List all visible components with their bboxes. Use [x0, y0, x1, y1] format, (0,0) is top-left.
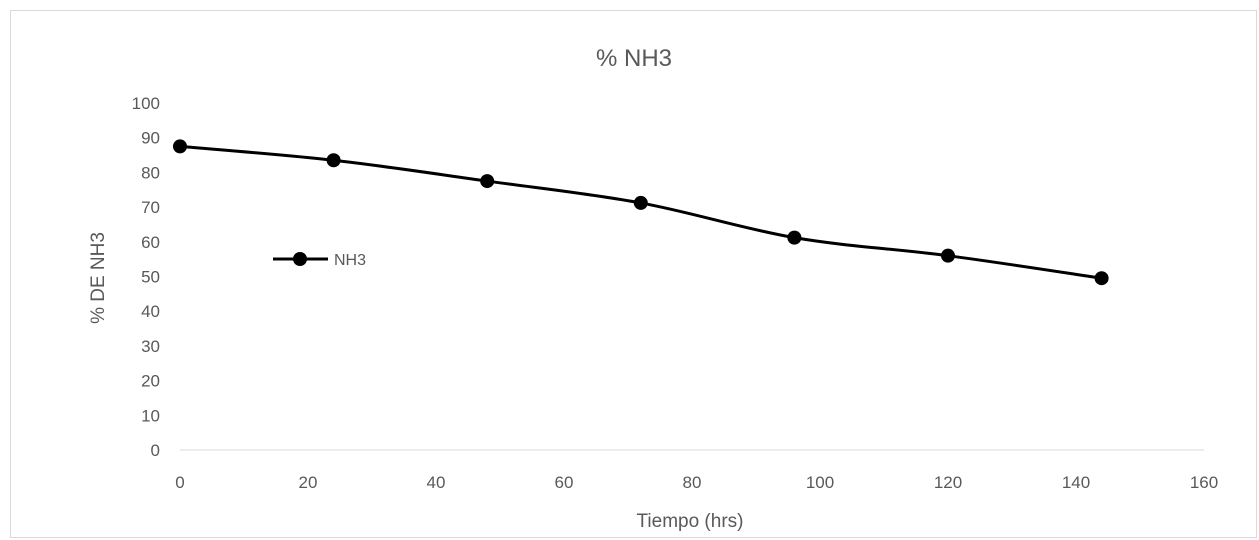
data-point — [633, 195, 648, 210]
y-tick-label: 10 — [141, 406, 160, 425]
y-axis-ticks: 0 10 20 30 40 50 60 70 80 90 100 — [132, 94, 160, 460]
y-tick-label: 100 — [132, 94, 160, 113]
y-tick-label: 60 — [141, 233, 160, 252]
y-tick-label: 20 — [141, 372, 160, 391]
series-layer — [173, 139, 1109, 286]
y-tick-label: 80 — [141, 163, 160, 182]
y-tick-label: 50 — [141, 268, 160, 287]
y-tick-label: 70 — [141, 198, 160, 217]
legend-marker — [293, 252, 307, 266]
data-point — [326, 153, 341, 168]
data-point — [787, 230, 802, 245]
data-point — [480, 174, 495, 189]
y-tick-label: 90 — [141, 129, 160, 148]
x-tick-label: 140 — [1062, 473, 1090, 492]
y-tick-label: 40 — [141, 302, 160, 321]
x-axis-label: Tiempo (hrs) — [637, 511, 744, 532]
y-axis-label: % DE NH3 — [88, 232, 109, 324]
legend: NH3 — [273, 252, 366, 269]
y-tick-label: 30 — [141, 337, 160, 356]
x-tick-label: 160 — [1190, 473, 1218, 492]
x-axis-ticks: 0 20 40 60 80 100 120 140 160 — [175, 473, 1218, 492]
data-point — [1094, 271, 1109, 286]
x-tick-label: 40 — [427, 473, 446, 492]
legend-label: NH3 — [334, 252, 366, 269]
x-tick-label: 0 — [175, 473, 184, 492]
x-tick-label: 100 — [806, 473, 834, 492]
x-tick-label: 20 — [299, 473, 318, 492]
chart-title: % NH3 — [596, 45, 672, 72]
data-point — [941, 248, 955, 263]
y-tick-label: 0 — [151, 441, 160, 460]
data-point — [173, 139, 187, 154]
x-tick-label: 120 — [934, 473, 962, 492]
x-tick-label: 60 — [555, 473, 574, 492]
x-tick-label: 80 — [683, 473, 702, 492]
